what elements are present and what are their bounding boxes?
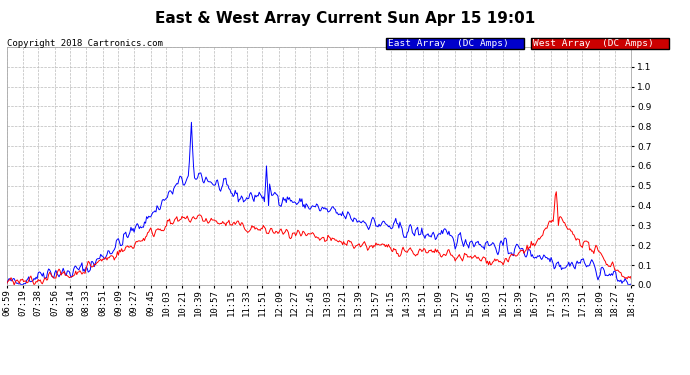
Text: Copyright 2018 Cartronics.com: Copyright 2018 Cartronics.com xyxy=(7,39,163,48)
Text: East & West Array Current Sun Apr 15 19:01: East & West Array Current Sun Apr 15 19:… xyxy=(155,11,535,26)
Text: East Array  (DC Amps): East Array (DC Amps) xyxy=(388,39,509,48)
Text: West Array  (DC Amps): West Array (DC Amps) xyxy=(533,39,654,48)
